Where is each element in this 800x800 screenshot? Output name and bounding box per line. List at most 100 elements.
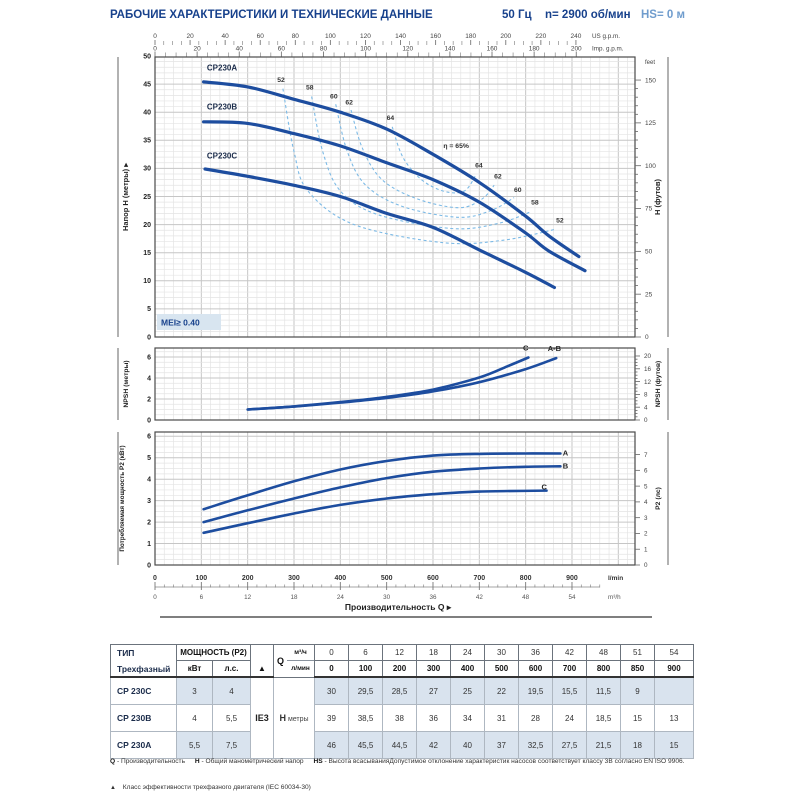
power-hp: 4 <box>212 676 251 705</box>
ruler-tick-label: 160 <box>487 46 498 53</box>
power-kw: 3 <box>176 676 213 705</box>
col-header-power: МОЩНОСТЬ (P2) <box>176 644 251 661</box>
m3h-unit: m³/h <box>608 594 621 601</box>
feet-tick-label: 25 <box>645 291 653 298</box>
ruler-tick-label: 240 <box>570 33 581 40</box>
m3h-tick-label: 54 <box>568 594 576 601</box>
ruler-tick-label: 220 <box>535 33 546 40</box>
q-lmin-value: 800 <box>586 660 621 678</box>
ruler-tick-label: 140 <box>444 46 455 53</box>
page-title: РАБОЧИЕ ХАРАКТЕРИСТИКИ И ТЕХНИЧЕСКИЕ ДАН… <box>110 9 433 21</box>
q-m3h-value: 54 <box>654 644 694 661</box>
head-value: 28,5 <box>382 676 417 705</box>
ruler-tick-label: 100 <box>360 46 371 53</box>
efficiency-curve-52 <box>282 88 557 245</box>
lmin-tick-label: 500 <box>381 575 393 582</box>
x-axis-title: Производительность Q ▸ <box>345 602 452 612</box>
head-value: 46 <box>314 731 349 759</box>
q-label: Q <box>277 655 285 666</box>
main-y-tick-label: 40 <box>143 110 151 117</box>
q-lmin-value: 600 <box>518 660 553 678</box>
p2-hp-label: 4 <box>644 499 648 506</box>
lmin-tick-label: 800 <box>520 575 532 582</box>
efficiency-class-footnote: ▲ Класс эффективности трехфазного двигат… <box>110 784 694 791</box>
ruler-tick-label: 60 <box>257 33 265 40</box>
p2-curve-A <box>202 452 562 511</box>
efficiency-label: 60 <box>330 94 338 101</box>
npsh-ylabel-right: NPSH (футов) <box>655 361 662 408</box>
lmin-tick-label: 900 <box>566 575 578 582</box>
q-lmin-value: 850 <box>620 660 655 678</box>
q-unit-lmin: л/мин <box>291 665 310 673</box>
ruler-tick-label: 180 <box>529 46 540 53</box>
npsh-feet-label: 0 <box>644 417 648 424</box>
p2-chart: 0 1 2 3 4 5 6 0 1 2 3 4 5 6 7 Потребляемая мощность P2 … <box>117 431 669 569</box>
p2-hp-label: 3 <box>644 515 648 522</box>
head-value: 15 <box>620 704 655 732</box>
ruler-tick-label: 40 <box>236 46 244 53</box>
feet-tick-label: 0 <box>645 334 649 341</box>
suction-head-label: HS= 0 м <box>641 9 685 21</box>
main-ylabel-right: H (футов) <box>653 179 662 215</box>
m3h-tick-label: 24 <box>337 594 345 601</box>
main-ylabel: Напор H (метры) ▸ <box>121 162 130 231</box>
lmin-tick-label: 700 <box>473 575 485 582</box>
q-m3h-value: 0 <box>314 644 349 661</box>
ruler-tick-label: 80 <box>320 46 328 53</box>
p2-y-tick-label: 1 <box>147 541 151 548</box>
curve-CP230B <box>202 120 587 273</box>
q-lmin-value: 200 <box>382 660 417 678</box>
power-hp: 7,5 <box>212 731 251 759</box>
ruler-unit-label: Imp. g.p.m. <box>592 46 624 53</box>
head-value: 19,5 <box>518 676 553 705</box>
top-rulers: 0 20 40 60 80 100 120 140 160 180 200 220 240 US g.p.… <box>153 33 624 57</box>
npsh-curve-label-C: C <box>523 344 529 353</box>
m3h-tick-label: 6 <box>200 594 204 601</box>
ruler-tick-label: 120 <box>360 33 371 40</box>
head-value: 11,5 <box>586 676 621 705</box>
npsh-feet-label: 12 <box>644 379 652 386</box>
head-value: 32,5 <box>518 731 553 759</box>
efficiency-label: 64 <box>475 162 483 169</box>
ruler-tick-label: 120 <box>402 46 413 53</box>
main-y-tick-label: 50 <box>143 53 151 60</box>
ruler-tick-label: 20 <box>194 46 202 53</box>
head-value: 34 <box>450 704 485 732</box>
power-kw: 5,5 <box>176 731 213 759</box>
head-value: 38,5 <box>348 704 383 732</box>
p2-hp-label: 0 <box>644 562 648 569</box>
ruler-tick-label: 160 <box>430 33 441 40</box>
main-y-tick-label: 0 <box>147 334 151 341</box>
q-lmin-value: 0 <box>314 660 349 678</box>
q-lmin-value: 500 <box>484 660 519 678</box>
main-y-tick-label: 30 <box>143 166 151 173</box>
m3h-tick-label: 18 <box>290 594 298 601</box>
lmin-tick-label: 200 <box>242 575 254 582</box>
mei-label: MEI≥ 0.40 <box>161 318 200 328</box>
head-value: 27 <box>416 676 451 705</box>
feet-tick-label: 100 <box>645 163 656 170</box>
npsh-curve-A-B <box>246 356 558 411</box>
plot-frame <box>154 431 636 566</box>
npsh-feet-label: 4 <box>644 404 648 411</box>
m3h-tick-label: 42 <box>476 594 484 601</box>
curve-label-CP230C: CP230C <box>207 151 237 160</box>
p2-y-tick-label: 6 <box>147 434 151 441</box>
plot-frame <box>154 56 636 338</box>
m3h-tick-label: 48 <box>522 594 530 601</box>
head-value: 15,5 <box>552 676 587 705</box>
lmin-tick-label: 300 <box>288 575 300 582</box>
table-row-cp-230a: CP 230A 5,5 7,5 46 45,5 44,5 42 40 37 32,5 27,5 21,… <box>110 731 694 759</box>
npsh-feet-label: 8 <box>644 392 648 399</box>
efficiency-class-text: Класс эффективности трехфазного двигател… <box>122 784 311 791</box>
efficiency-curve-64 <box>391 126 477 194</box>
feet-tick-label: 125 <box>645 120 656 127</box>
head-value: 36 <box>416 704 451 732</box>
p2-hp-label: 7 <box>644 452 648 459</box>
npsh-y-tick-label: 2 <box>147 396 151 403</box>
plot-frame <box>154 347 636 421</box>
head-value: 42 <box>416 731 451 759</box>
head-value: 44,5 <box>382 731 417 759</box>
